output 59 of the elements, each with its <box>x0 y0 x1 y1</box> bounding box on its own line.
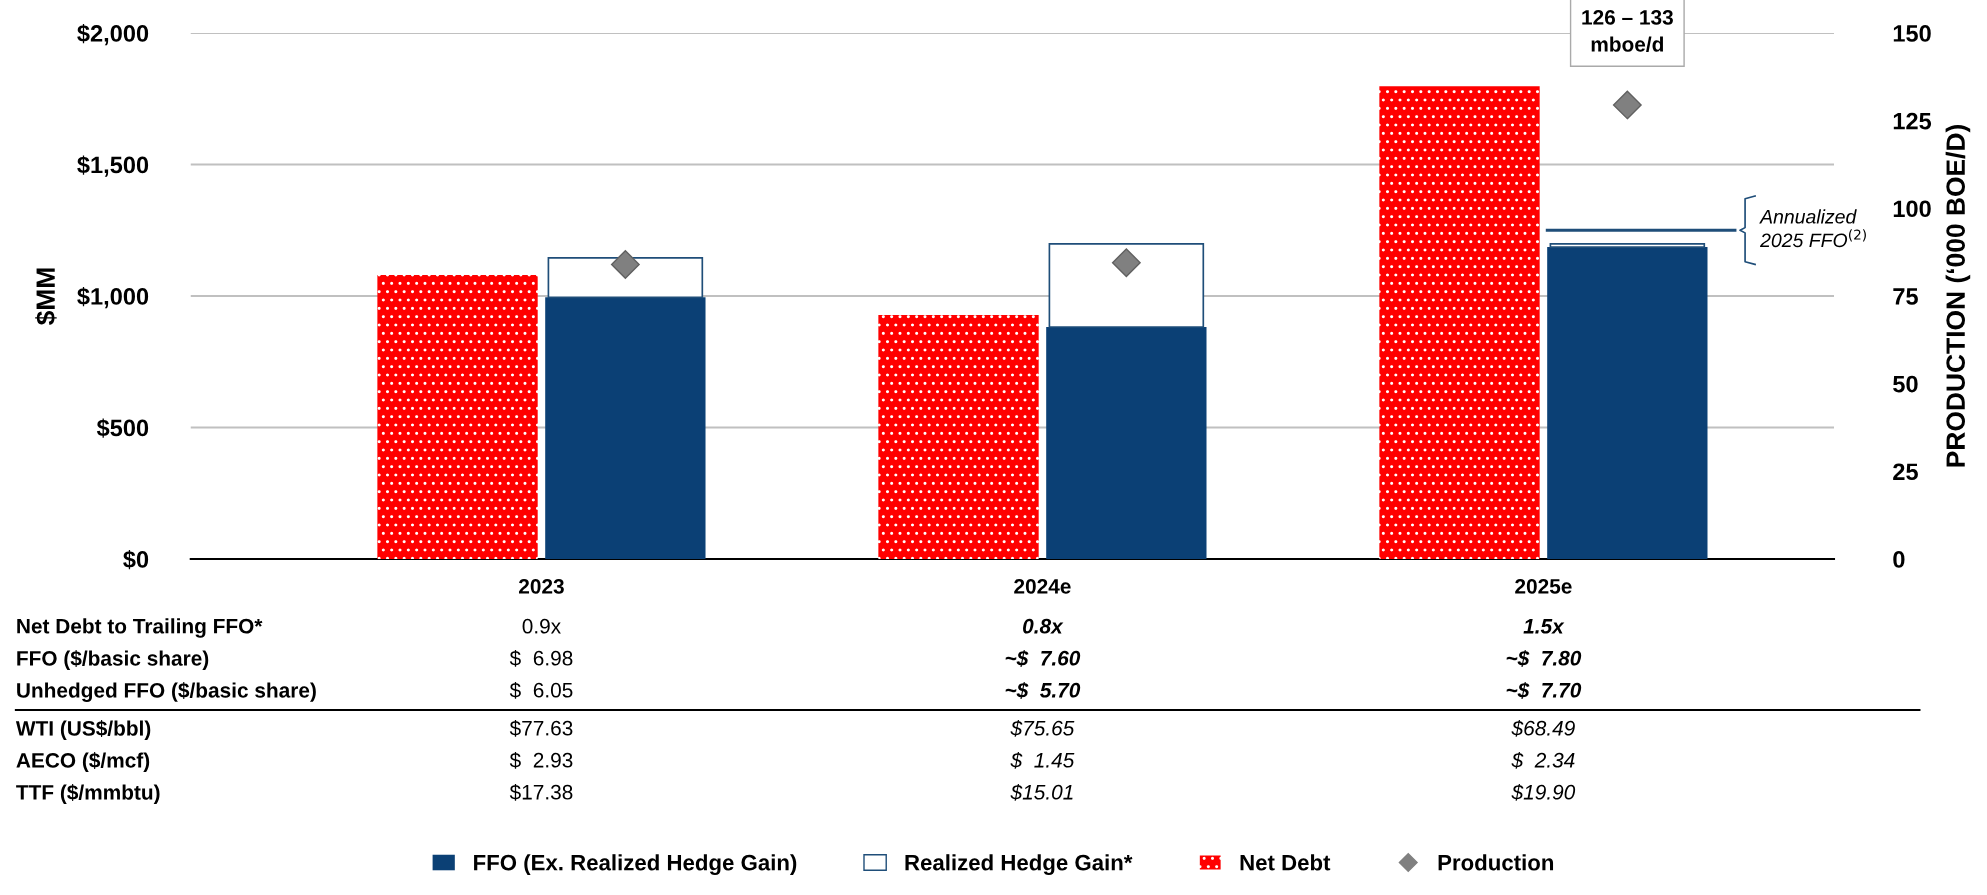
bar <box>1547 247 1708 559</box>
y-axis-title: $MM <box>35 268 57 325</box>
y2-tick-label: 125 <box>1893 112 1932 130</box>
text: $15.01 <box>1010 783 1073 801</box>
y2-tick-label: 100 <box>1893 200 1931 218</box>
text: ~$ 5.70 <box>1005 681 1081 699</box>
point <box>1111 248 1141 278</box>
text: $ 6.98 <box>509 649 573 667</box>
text: 0.9x <box>522 618 561 634</box>
y2-tick-label: 0 <box>1893 551 1905 568</box>
bar <box>1549 243 1706 248</box>
text: $19.90 <box>1511 783 1576 801</box>
text: $77.63 <box>509 719 573 737</box>
y2-tick-label: 50 <box>1893 375 1918 393</box>
text: $ 2.93 <box>509 751 573 769</box>
text: $ 2.34 <box>1511 751 1575 769</box>
legend-label: Net Debt <box>1240 854 1331 871</box>
bar <box>1048 243 1205 328</box>
y-tick-label: $0 <box>123 550 149 570</box>
text: $75.65 <box>1010 719 1075 737</box>
bar <box>1379 86 1540 559</box>
text: 1.5x <box>1523 619 1565 634</box>
text: $17.38 <box>509 783 573 801</box>
x-tick-label: 2025e <box>1515 578 1572 594</box>
text: ~$ 7.80 <box>1506 649 1582 667</box>
text: WTI (US$/bbl) <box>15 720 151 740</box>
text: $ 6.05 <box>509 681 573 699</box>
text: Net Debt to Trailing FFO* <box>17 618 263 638</box>
point <box>1612 90 1642 120</box>
text: TTF ($/mmbtu) <box>16 784 160 804</box>
legend-label: FFO (Ex. Realized Hedge Gain) <box>474 854 797 875</box>
bar <box>545 297 706 559</box>
text: 0.8x <box>1023 618 1064 634</box>
bar <box>377 274 538 559</box>
annotation: 126 – 133 mboe/d <box>1582 10 1673 52</box>
y2-tick-label: 25 <box>1893 463 1918 481</box>
bar <box>547 257 704 299</box>
y2-tick-label: 150 <box>1893 25 1931 42</box>
x-tick-label: 2023 <box>519 578 564 594</box>
text: $68.49 <box>1511 719 1575 737</box>
bar <box>878 314 1039 559</box>
text: AECO ($/mcf) <box>16 752 150 772</box>
y2-axis-title: PRODUCTION (‘000 BOE/D) <box>1945 125 1971 467</box>
ref-line-label: Annualized 2025 FFO$^{(2)}$ <box>1759 209 1866 248</box>
point <box>610 249 640 279</box>
text: ~$ 7.70 <box>1506 681 1582 699</box>
bar <box>1046 327 1207 559</box>
y-tick-label: $1,500 <box>77 155 149 177</box>
text: FFO ($/basic share) <box>17 650 209 670</box>
text: Unhedged FFO ($/basic share) <box>17 682 316 702</box>
text: $ 1.45 <box>1010 751 1075 769</box>
x-tick-label: 2024e <box>1014 578 1071 594</box>
y2-tick-label: 75 <box>1893 288 1918 305</box>
legend-label: Realized Hedge Gain* <box>905 854 1133 875</box>
legend-label: Production <box>1438 854 1554 871</box>
y-tick-label: $2,000 <box>77 24 149 46</box>
y-tick-label: $1,000 <box>77 287 149 309</box>
y-tick-label: $500 <box>96 418 149 438</box>
text: ~$ 7.60 <box>1005 649 1081 667</box>
